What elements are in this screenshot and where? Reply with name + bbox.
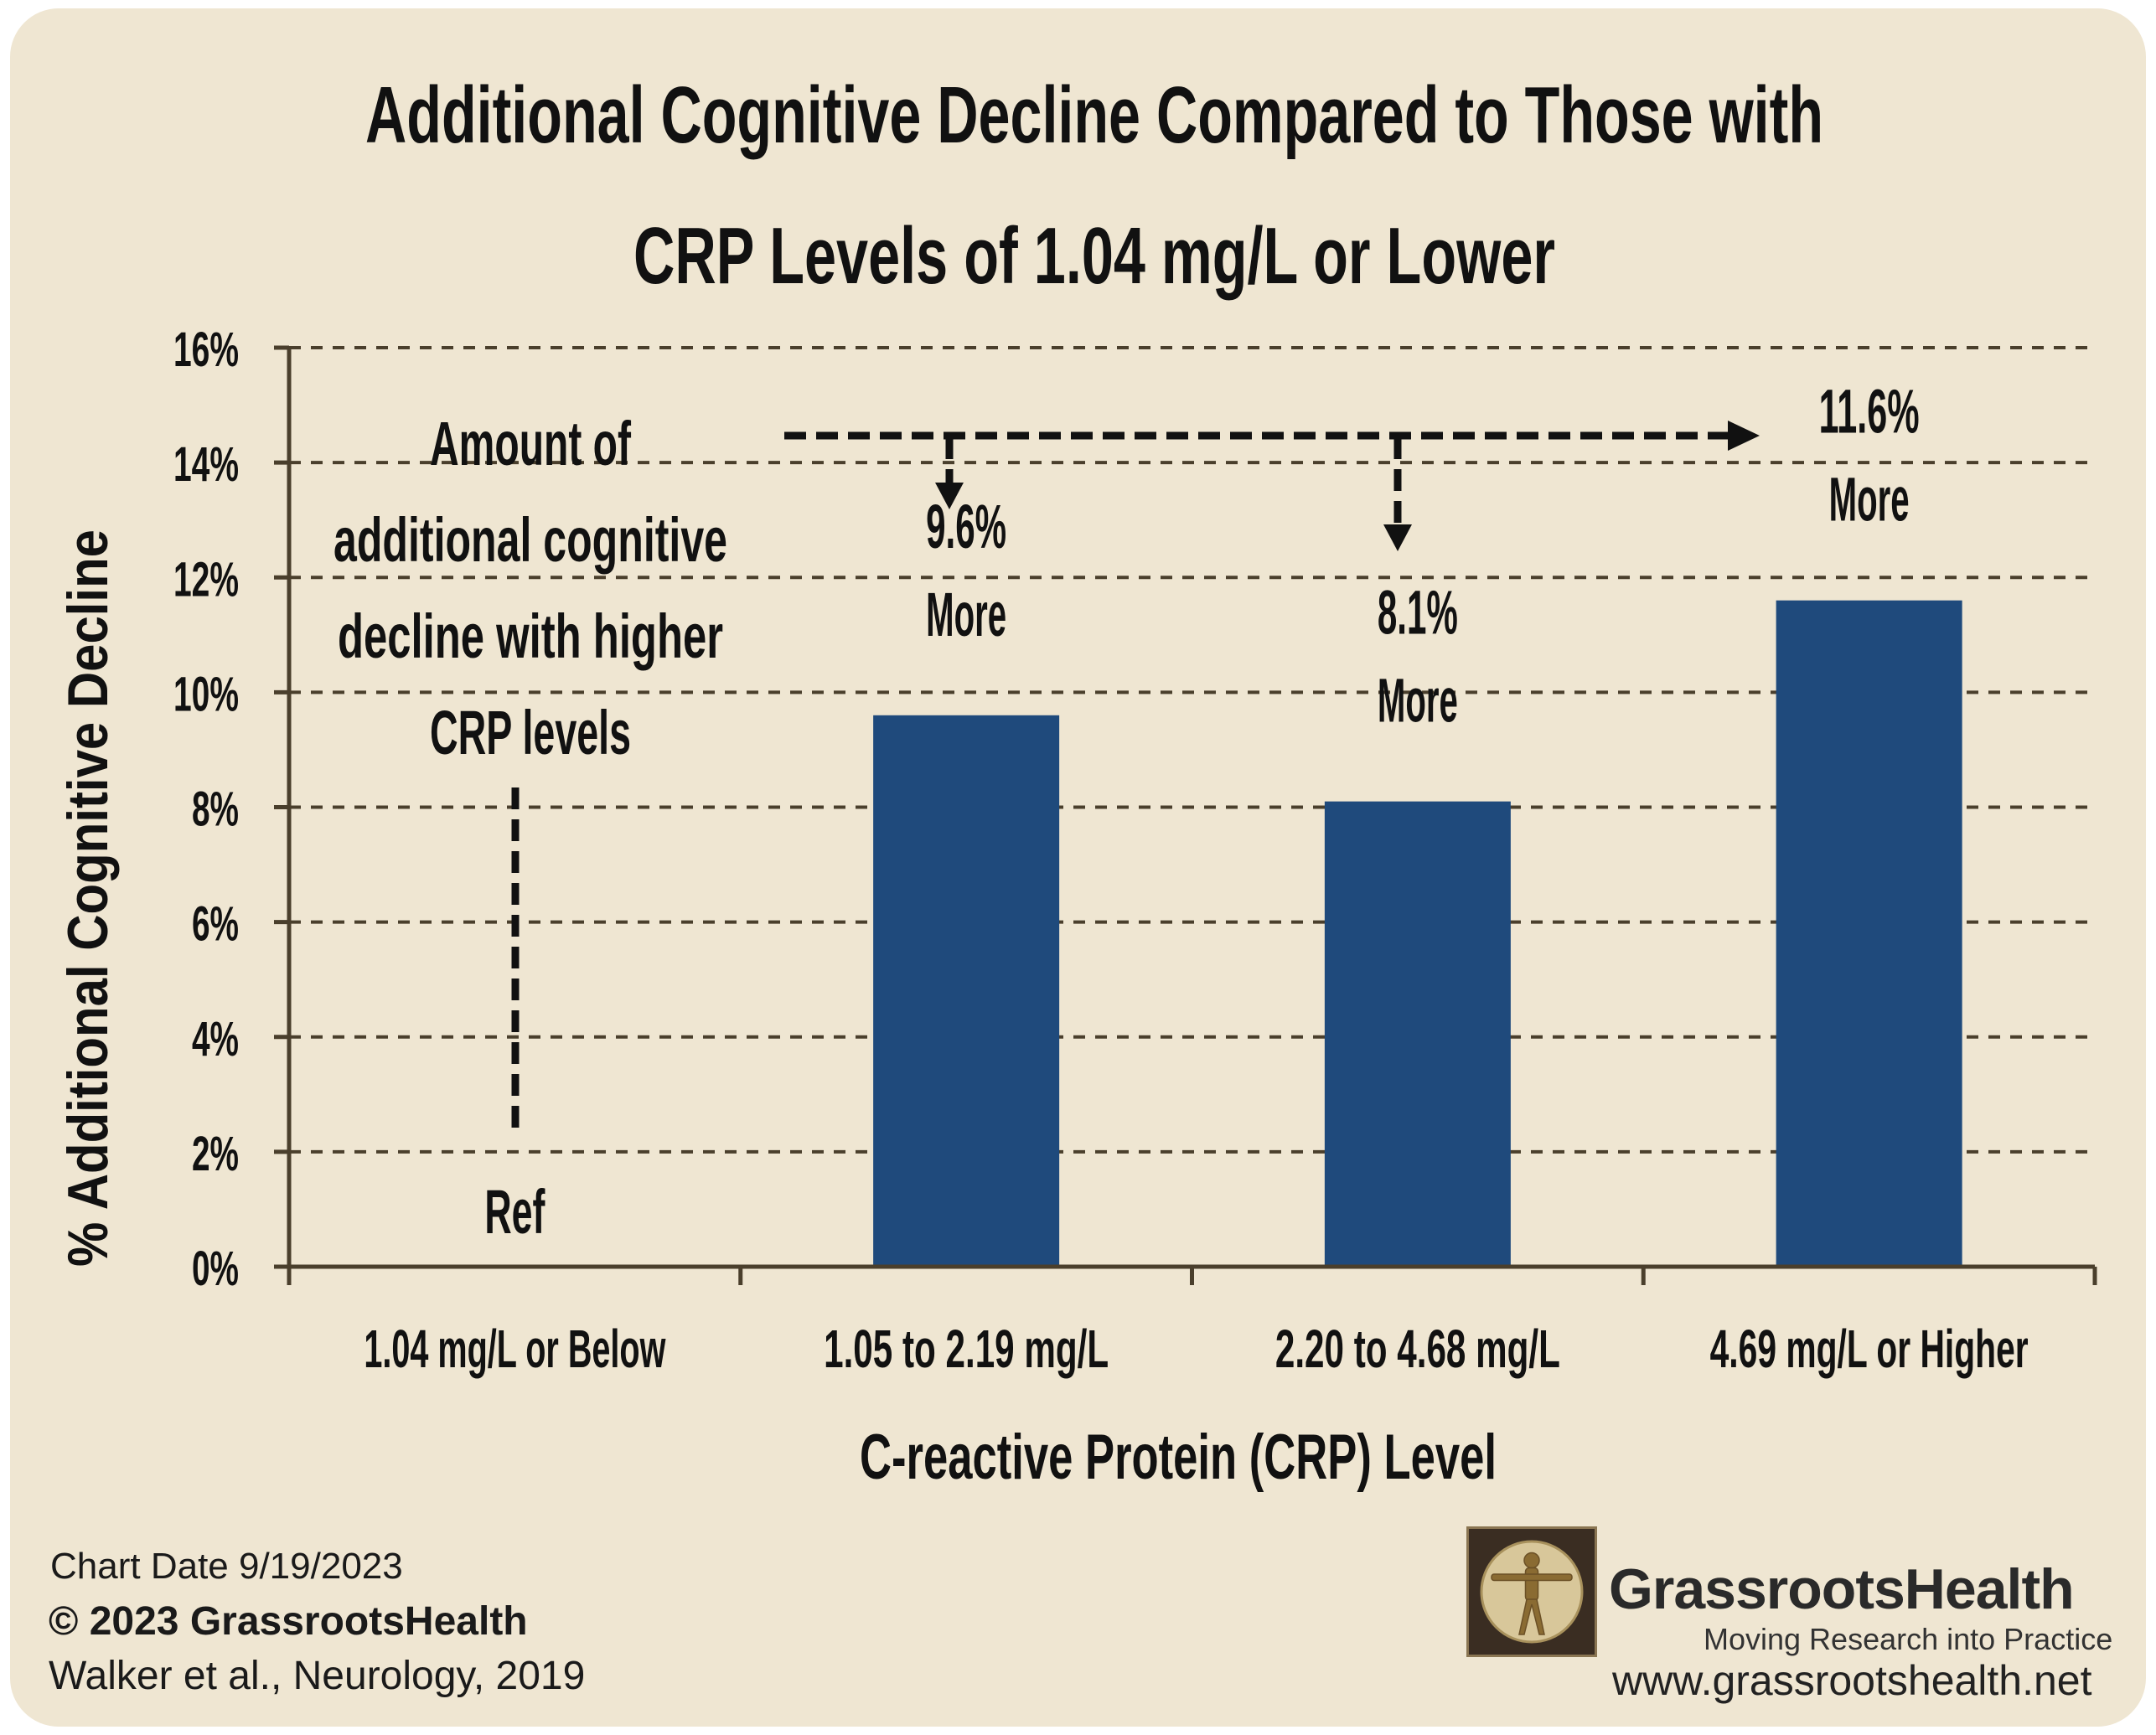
copyright: © 2023 GrassrootsHealth [49, 1599, 528, 1644]
y-tick-labels: 0% 2% 4% 6% 8% 10% 12% 14% 16% [173, 323, 239, 1296]
arrow-head-down-3 [1383, 524, 1412, 551]
arrow-head-down-2 [935, 483, 964, 509]
x-tick-label-1: 1.05 to 2.19 mg/L [824, 1319, 1109, 1379]
y-tick-label-3: 6% [192, 897, 239, 952]
bars [873, 600, 1962, 1267]
chart-title-line-1: Additional Cognitive Decline Compared to… [365, 70, 1823, 160]
annotation-arrows [511, 431, 1743, 1131]
y-tick-label-5: 10% [173, 667, 239, 721]
annotation-line-2: additional cognitive [333, 505, 727, 575]
brand-url: www.grassrootshealth.net [1612, 1657, 2092, 1704]
data-label-0-0: Ref [484, 1177, 545, 1247]
y-tick-label-2: 4% [192, 1012, 239, 1066]
annotation-line-1: Amount of [430, 409, 631, 478]
brand-tagline: Moving Research into Practice [1704, 1622, 2113, 1656]
chart-title-line-2: CRP Levels of 1.04 mg/L or Lower [633, 211, 1555, 301]
vitruvian-man-icon [1466, 1526, 1597, 1657]
chart-date: Chart Date 9/19/2023 [50, 1546, 403, 1587]
bar-1 [873, 715, 1060, 1267]
data-label-1-1: More [926, 580, 1006, 649]
bar-3 [1776, 600, 1962, 1267]
y-tick-label-6: 12% [173, 552, 239, 607]
annotation: Amount of additional cognitive decline w… [333, 409, 727, 767]
chart-title: Additional Cognitive Decline Compared to… [365, 70, 1823, 301]
data-label-2-1: More [1378, 666, 1458, 736]
citation: Walker et al., Neurology, 2019 [49, 1654, 586, 1698]
y-tick-label-4: 8% [192, 782, 239, 837]
bar-2 [1324, 801, 1511, 1267]
data-label-2-0: 8.1% [1378, 578, 1458, 648]
data-label-1-0: 9.6% [926, 492, 1006, 561]
x-tick-label-3: 4.69 mg/L or Higher [1710, 1319, 2029, 1379]
axes [274, 345, 2097, 1285]
x-tick-labels: 1.04 mg/L or Below 1.05 to 2.19 mg/L 2.20 … [364, 1319, 2028, 1379]
data-label-3-1: More [1829, 465, 1910, 534]
x-axis-label: C-reactive Protein (CRP) Level [860, 1422, 1497, 1493]
data-labels: Ref 9.6% More 8.1% More 11.6% More [484, 377, 1919, 1247]
y-tick-label-0: 0% [192, 1242, 239, 1296]
annotation-line-4: CRP levels [430, 698, 631, 767]
data-label-3-0: 11.6% [1819, 377, 1920, 447]
x-tick-label-0: 1.04 mg/L or Below [364, 1319, 665, 1379]
x-tick-label-2: 2.20 to 4.68 mg/L [1275, 1319, 1560, 1379]
annotation-line-3: decline with higher [338, 602, 723, 671]
brand-name: GrassrootsHealth [1609, 1557, 2075, 1621]
arrow-head-right [1728, 421, 1760, 451]
y-tick-label-1: 2% [192, 1127, 239, 1181]
arrow-heads [935, 421, 1760, 551]
y-axis-label: % Additional Cognitive Decline [56, 529, 120, 1267]
y-tick-label-7: 14% [173, 437, 239, 492]
y-tick-label-8: 16% [173, 323, 239, 377]
